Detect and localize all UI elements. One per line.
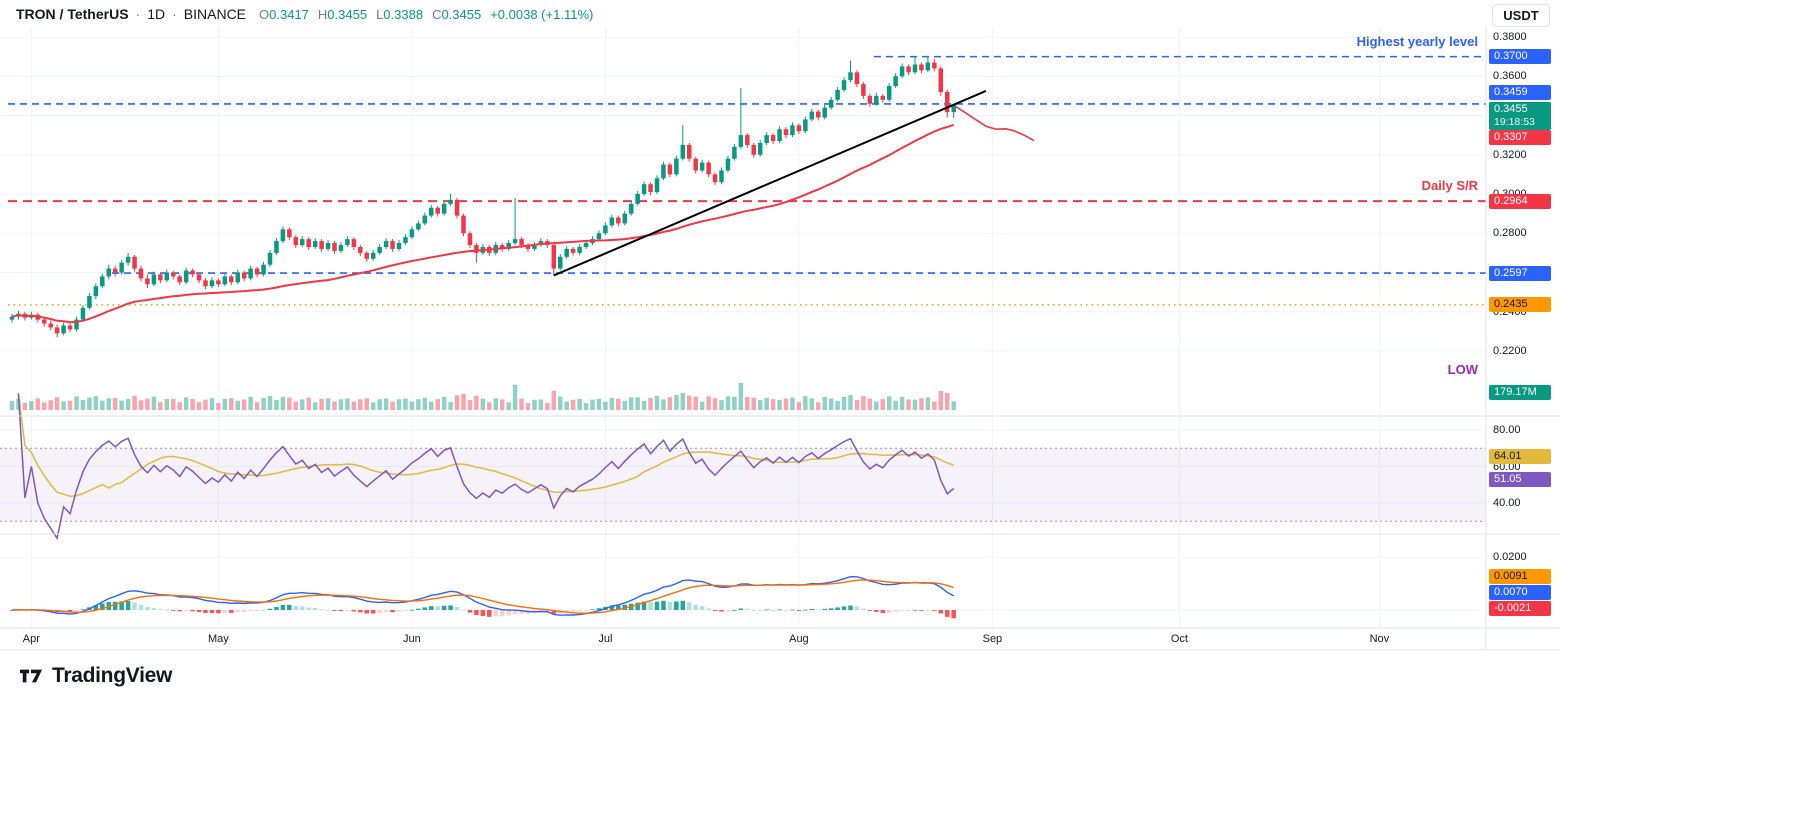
axis-chip-daily-sr: 0.2964 [1489, 193, 1551, 209]
tradingview-logo-icon [20, 669, 42, 683]
symbol-name[interactable]: TRON / TetherUS [16, 6, 129, 22]
annotation-highest-yearly-level[interactable]: Highest yearly level [1356, 34, 1478, 49]
price-tick: 0.3200 [1493, 148, 1527, 161]
exchange-label[interactable]: BINANCE [183, 6, 247, 22]
annotation-daily-sr[interactable]: Daily S/R [1421, 178, 1478, 193]
trendline[interactable] [553, 90, 987, 277]
axis-chip-ma-price: 0.3307 [1489, 130, 1551, 146]
legend-separator: · [135, 6, 141, 22]
axis-chip-rsi: 51.05 [1489, 472, 1551, 488]
time-label-may: May [208, 633, 229, 645]
time-label-sep: Sep [982, 633, 1003, 645]
pane-separators [0, 28, 1560, 651]
high-value: H0.3455 [317, 6, 368, 22]
annotation-low[interactable]: LOW [1447, 362, 1478, 377]
price-tick: 0.2200 [1493, 345, 1527, 357]
time-label-jul: Jul [598, 633, 613, 645]
time-label-oct: Oct [1170, 633, 1188, 645]
chart-canvas[interactable] [0, 0, 1560, 656]
axis-chip-macd: 0.0070 [1489, 584, 1551, 600]
volume-layer [9, 382, 956, 410]
axis-chip-rsi-ma: 64.01 [1489, 448, 1551, 464]
axis-chip-last-price: 0.3455 19:18:53 [1489, 101, 1551, 130]
price-tick: 0.3800 [1493, 31, 1527, 43]
tradingview-logo-text: TradingView [52, 664, 173, 687]
axis-chip-level-high: 0.3700 [1489, 49, 1551, 65]
rsi-band [0, 447, 1486, 522]
rsi-tick: 40.00 [1493, 497, 1521, 509]
close-value: C0.3455 [432, 6, 482, 22]
axis-chip-macd-signal: 0.0091 [1489, 569, 1551, 585]
macd-tick: 0.0200 [1493, 551, 1527, 563]
open-value: O0.3417 [259, 6, 309, 22]
time-axis[interactable]: Apr May Jun Jul Aug Sep Oct Nov [0, 628, 1486, 650]
legend-separator: · [172, 6, 177, 22]
chart-legend: TRON / TetherUS · 1D · BINANCE O0.3417 H… [16, 6, 593, 22]
projection-line[interactable] [955, 106, 1035, 142]
low-value: L0.3388 [376, 6, 424, 22]
axis-chip-level-low: 0.2597 [1489, 265, 1551, 281]
axis-chip-level-mid: 0.3459 [1489, 85, 1551, 101]
ma-line [11, 123, 954, 324]
candles-layer [9, 56, 956, 338]
time-label-nov: Nov [1369, 633, 1390, 645]
tradingview-logo[interactable]: TradingView [18, 664, 172, 688]
ohlc-values: O0.3417 H0.3455 L0.3388 C0.3455 +0.0038 … [259, 7, 593, 22]
currency-toggle-button[interactable]: USDT [1492, 4, 1550, 27]
price-tick: 0.2800 [1493, 227, 1527, 240]
grid-layer [0, 28, 1486, 628]
rsi-layer [17, 393, 955, 541]
axis-chip-macd-hist: -0.0021 [1489, 601, 1551, 617]
level-lines[interactable] [8, 55, 1486, 306]
price-tick: 0.3600 [1493, 70, 1527, 83]
change-value: +0.0038 (+1.11%) [490, 6, 594, 22]
time-label-aug: Aug [789, 633, 809, 645]
price-axis[interactable]: 0.38000.36000.34000.32000.30000.28000.26… [1488, 0, 1562, 828]
interval-label[interactable]: 1D [147, 6, 166, 22]
time-label-apr: Apr [22, 633, 40, 645]
time-label-jun: Jun [403, 633, 421, 645]
rsi-tick: 80.00 [1493, 424, 1521, 436]
axis-chip-volume: 179.17M [1489, 384, 1551, 400]
axis-chip-level-orange: 0.2435 [1489, 297, 1551, 313]
macd-layer [9, 575, 956, 619]
